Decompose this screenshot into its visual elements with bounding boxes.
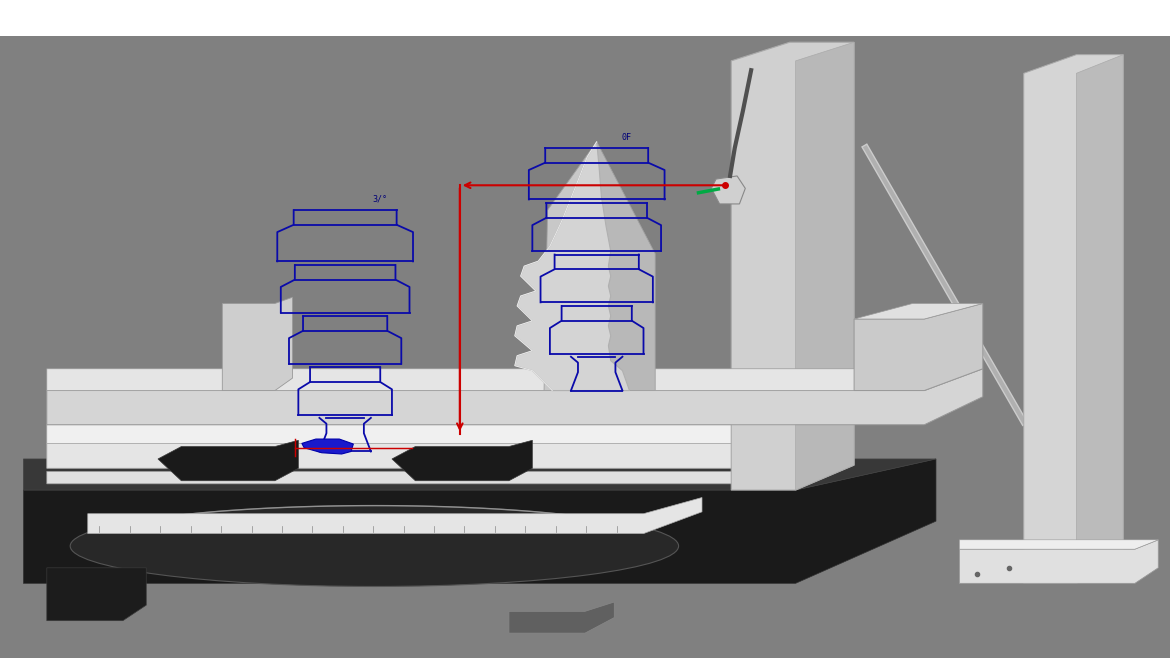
Polygon shape — [597, 141, 655, 391]
Polygon shape — [23, 459, 936, 490]
Polygon shape — [796, 42, 854, 490]
Polygon shape — [959, 540, 1158, 549]
Polygon shape — [515, 141, 629, 391]
Text: 3/°: 3/° — [372, 195, 387, 204]
Polygon shape — [1024, 55, 1123, 584]
Polygon shape — [509, 602, 614, 633]
Polygon shape — [854, 303, 983, 319]
Bar — [0, 0, 1170, 36]
Polygon shape — [959, 540, 1158, 584]
Polygon shape — [158, 440, 298, 481]
Polygon shape — [23, 459, 936, 584]
Polygon shape — [47, 456, 796, 484]
Ellipse shape — [70, 505, 679, 586]
Polygon shape — [302, 439, 353, 454]
Polygon shape — [88, 497, 702, 534]
Polygon shape — [544, 141, 597, 391]
Polygon shape — [1076, 55, 1123, 584]
Polygon shape — [711, 176, 745, 204]
Polygon shape — [47, 425, 796, 468]
Polygon shape — [47, 425, 796, 443]
Polygon shape — [47, 368, 983, 391]
Polygon shape — [47, 568, 146, 620]
Polygon shape — [392, 440, 532, 481]
Polygon shape — [222, 297, 292, 391]
Polygon shape — [854, 303, 983, 391]
Polygon shape — [731, 42, 854, 490]
Polygon shape — [47, 368, 983, 425]
Text: 0F: 0F — [621, 133, 632, 141]
